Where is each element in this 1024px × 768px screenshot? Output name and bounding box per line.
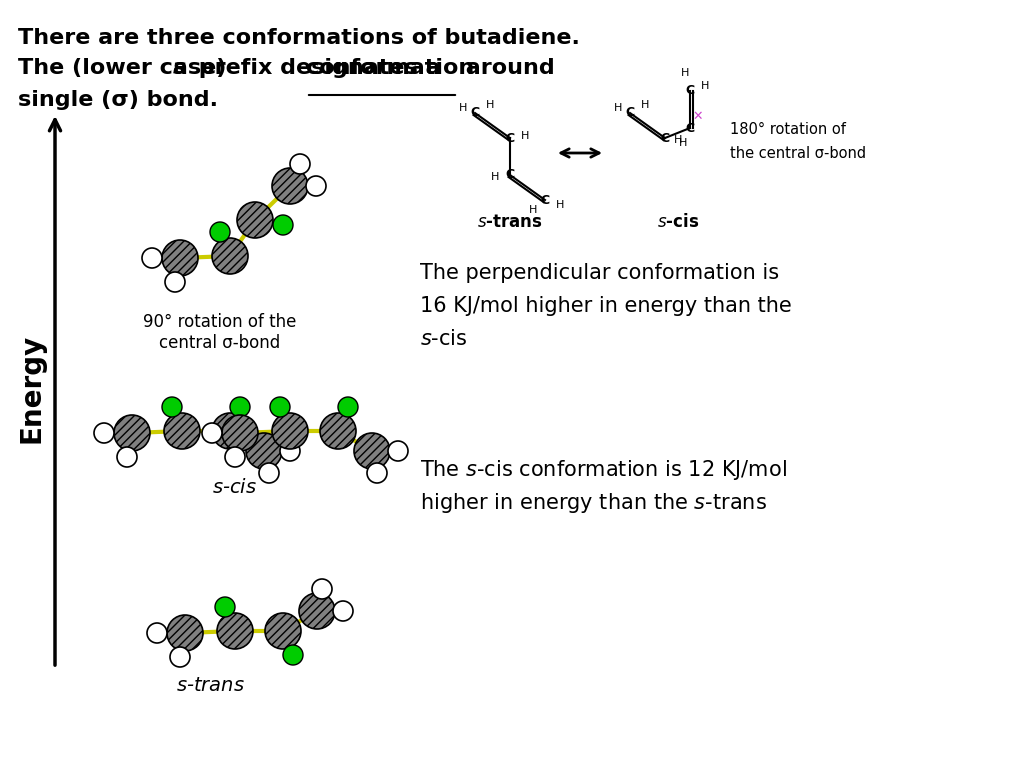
Text: H: H	[490, 172, 499, 182]
Circle shape	[312, 579, 332, 599]
Circle shape	[170, 647, 190, 667]
Text: H: H	[681, 68, 689, 78]
Text: H: H	[674, 135, 682, 145]
Circle shape	[367, 463, 387, 483]
Circle shape	[338, 397, 358, 417]
Text: $\mathit{s}$-cis: $\mathit{s}$-cis	[420, 329, 468, 349]
Circle shape	[142, 248, 162, 268]
Circle shape	[299, 593, 335, 629]
Text: the central σ-bond: the central σ-bond	[730, 145, 866, 161]
Text: single (σ) bond.: single (σ) bond.	[18, 90, 218, 110]
Circle shape	[273, 215, 293, 235]
Circle shape	[270, 397, 290, 417]
Circle shape	[272, 413, 308, 449]
Circle shape	[237, 202, 273, 238]
Text: around: around	[458, 58, 555, 78]
Circle shape	[283, 645, 303, 665]
Circle shape	[230, 397, 250, 417]
Text: The (lower case): The (lower case)	[18, 58, 234, 78]
Text: H: H	[459, 103, 467, 113]
Circle shape	[147, 623, 167, 643]
Text: H: H	[485, 100, 495, 110]
Circle shape	[306, 176, 326, 196]
Circle shape	[272, 168, 308, 204]
Text: $s$-cis: $s$-cis	[212, 478, 258, 497]
Circle shape	[202, 423, 222, 443]
Circle shape	[354, 433, 390, 469]
Circle shape	[114, 415, 150, 451]
Circle shape	[217, 613, 253, 649]
Text: Energy: Energy	[18, 333, 46, 442]
Text: H: H	[528, 205, 538, 215]
Circle shape	[246, 433, 282, 469]
Text: conformation: conformation	[306, 58, 474, 78]
Text: H: H	[641, 100, 649, 110]
Text: 180° rotation of: 180° rotation of	[730, 123, 846, 137]
Text: H: H	[679, 138, 687, 148]
Circle shape	[215, 597, 234, 617]
Text: C: C	[541, 194, 550, 207]
Text: There are three conformations of butadiene.: There are three conformations of butadie…	[18, 28, 580, 48]
Circle shape	[162, 240, 198, 276]
Text: C: C	[506, 131, 515, 144]
Text: H: H	[700, 81, 710, 91]
Circle shape	[212, 413, 248, 449]
Text: C: C	[506, 168, 515, 181]
Circle shape	[210, 222, 230, 242]
Circle shape	[265, 613, 301, 649]
Circle shape	[280, 441, 300, 461]
Text: H: H	[613, 103, 623, 113]
Text: C: C	[685, 84, 694, 98]
Circle shape	[167, 615, 203, 651]
Circle shape	[162, 397, 182, 417]
Text: $\mathit{s}$-cis: $\mathit{s}$-cis	[656, 213, 699, 231]
Text: prefix designates a: prefix designates a	[191, 58, 449, 78]
Text: s: s	[173, 58, 186, 78]
Text: C: C	[685, 121, 694, 134]
Text: H: H	[556, 200, 564, 210]
Text: The $\mathit{s}$-cis conformation is 12 KJ/mol: The $\mathit{s}$-cis conformation is 12 …	[420, 458, 787, 482]
Text: ✕: ✕	[693, 110, 703, 123]
Circle shape	[388, 441, 408, 461]
Circle shape	[290, 154, 310, 174]
Circle shape	[225, 447, 245, 467]
Circle shape	[164, 413, 200, 449]
Text: $\mathit{s}$-trans: $\mathit{s}$-trans	[477, 213, 543, 231]
Text: $s$-trans: $s$-trans	[175, 676, 245, 695]
Circle shape	[165, 272, 185, 292]
Circle shape	[117, 447, 137, 467]
Circle shape	[319, 413, 356, 449]
Text: 16 KJ/mol higher in energy than the: 16 KJ/mol higher in energy than the	[420, 296, 792, 316]
Text: H: H	[521, 131, 529, 141]
Circle shape	[259, 463, 279, 483]
Circle shape	[222, 415, 258, 451]
Text: 90° rotation of the
central σ-bond: 90° rotation of the central σ-bond	[143, 313, 297, 352]
Circle shape	[94, 423, 114, 443]
Text: C: C	[660, 131, 670, 144]
Text: higher in energy than the $\mathit{s}$-trans: higher in energy than the $\mathit{s}$-t…	[420, 491, 767, 515]
Circle shape	[333, 601, 353, 621]
Text: C: C	[470, 107, 479, 120]
Circle shape	[212, 238, 248, 274]
Text: The perpendicular conformation is: The perpendicular conformation is	[420, 263, 779, 283]
Text: C: C	[626, 107, 635, 120]
